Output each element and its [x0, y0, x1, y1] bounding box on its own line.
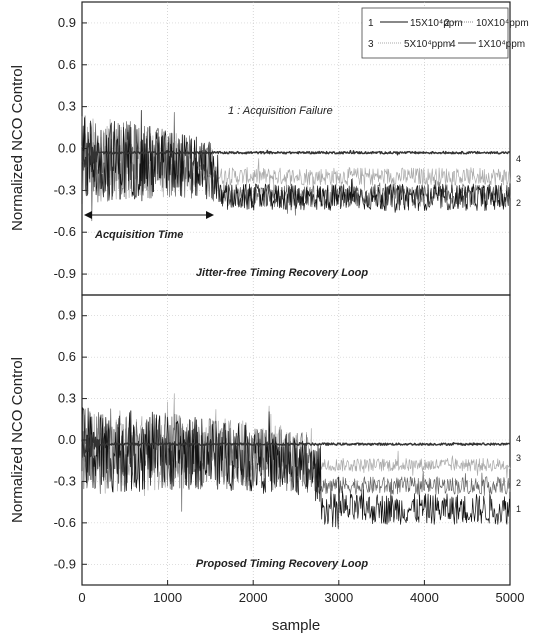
series-line-2	[81, 112, 511, 222]
x-axis-label: sample	[272, 617, 320, 634]
top-end-label-4: 4	[516, 154, 521, 164]
top-end-label-3: 3	[516, 174, 521, 184]
bottom-end-label-2: 2	[516, 478, 521, 488]
bottom-panel: 0.90.60.30.0-0.3-0.6-0.9 0 1000 2000 3000 40…	[9, 294, 524, 634]
legend-num-4: 4	[450, 39, 456, 50]
legend-box	[361, 7, 509, 59]
top-panel: 0.9 0.6 0.3 0.0 -0.3 -0.6 -0.9 Normalized NCO …	[9, 1, 529, 296]
y-tick-label: -0.3	[54, 473, 76, 488]
y-tick-label: -0.3	[54, 182, 76, 197]
x-tick-label: 3000	[324, 590, 353, 605]
legend-label-3: 5X10⁴ppm	[404, 39, 451, 50]
top-series-group	[81, 109, 511, 222]
series-line-1	[81, 109, 511, 213]
legend-num-2: 2	[444, 18, 450, 29]
y-tick-label: 0.6	[58, 349, 76, 364]
y-tick-label: 0.3	[58, 99, 76, 114]
legend-num-1: 1	[368, 18, 374, 29]
legend-label-4: 1X10⁴ppm	[478, 39, 525, 50]
bottom-y-ticks: 0.9 0.6 0.3 0.0 -0.3 -0.6 -0.9	[54, 308, 87, 571]
y-tick-label: -0.6	[54, 224, 76, 239]
legend: 1 15X10⁴ppm 2 10X10⁴ppm 3 5X10⁴ppm 4 1X1…	[361, 7, 529, 59]
x-tick-label: 2000	[239, 590, 268, 605]
top-y-axis-label: Normalized NCO Control	[9, 65, 26, 231]
legend-label-1: 15X10⁴ppm	[410, 18, 463, 29]
y-tick-label: 0.0	[58, 432, 76, 447]
series-line-1	[81, 407, 511, 529]
y-tick-label: -0.9	[54, 556, 76, 571]
top-end-label-2: 2	[516, 198, 521, 208]
y-tick-label: 0.9	[58, 308, 76, 323]
acquisition-time-arrow	[84, 211, 214, 219]
top-panel-title: Jitter-free Timing Recovery Loop	[196, 267, 368, 279]
x-tick-label: 4000	[410, 590, 439, 605]
y-tick-label: -0.9	[54, 266, 76, 281]
top-y-ticks: 0.9 0.6 0.3 0.0 -0.3 -0.6 -0.9	[54, 15, 87, 281]
series-line-4	[81, 142, 511, 168]
bottom-x-ticks: 0 1000 2000 3000 4000 5000	[78, 580, 524, 605]
y-tick-label: -0.6	[54, 515, 76, 530]
bottom-end-label-1: 1	[516, 504, 521, 514]
y-tick-label: 0.9	[58, 15, 76, 30]
y-tick-label: 0.0	[58, 141, 76, 156]
annotation-acquisition-failure: 1 : Acquisition Failure	[228, 105, 333, 117]
y-tick-label: 0.6	[58, 57, 76, 72]
x-tick-label: 1000	[153, 590, 182, 605]
legend-label-2: 10X10⁴ppm	[476, 18, 529, 29]
series-line-4	[81, 431, 511, 458]
legend-num-3: 3	[368, 39, 374, 50]
bottom-end-label-3: 3	[516, 453, 521, 463]
series-line-3	[81, 118, 511, 202]
bottom-series-group	[81, 393, 511, 529]
y-tick-label: 0.3	[58, 391, 76, 406]
x-tick-label: 5000	[496, 590, 525, 605]
bottom-panel-title: Proposed Timing Recovery Loop	[196, 558, 368, 570]
bottom-end-label-4: 4	[516, 434, 521, 444]
x-tick-label: 0	[78, 590, 85, 605]
annotation-acquisition-time: Acquisition Time	[94, 229, 183, 241]
series-line-2	[81, 408, 511, 512]
bottom-y-axis-label: Normalized NCO Control	[9, 357, 26, 523]
